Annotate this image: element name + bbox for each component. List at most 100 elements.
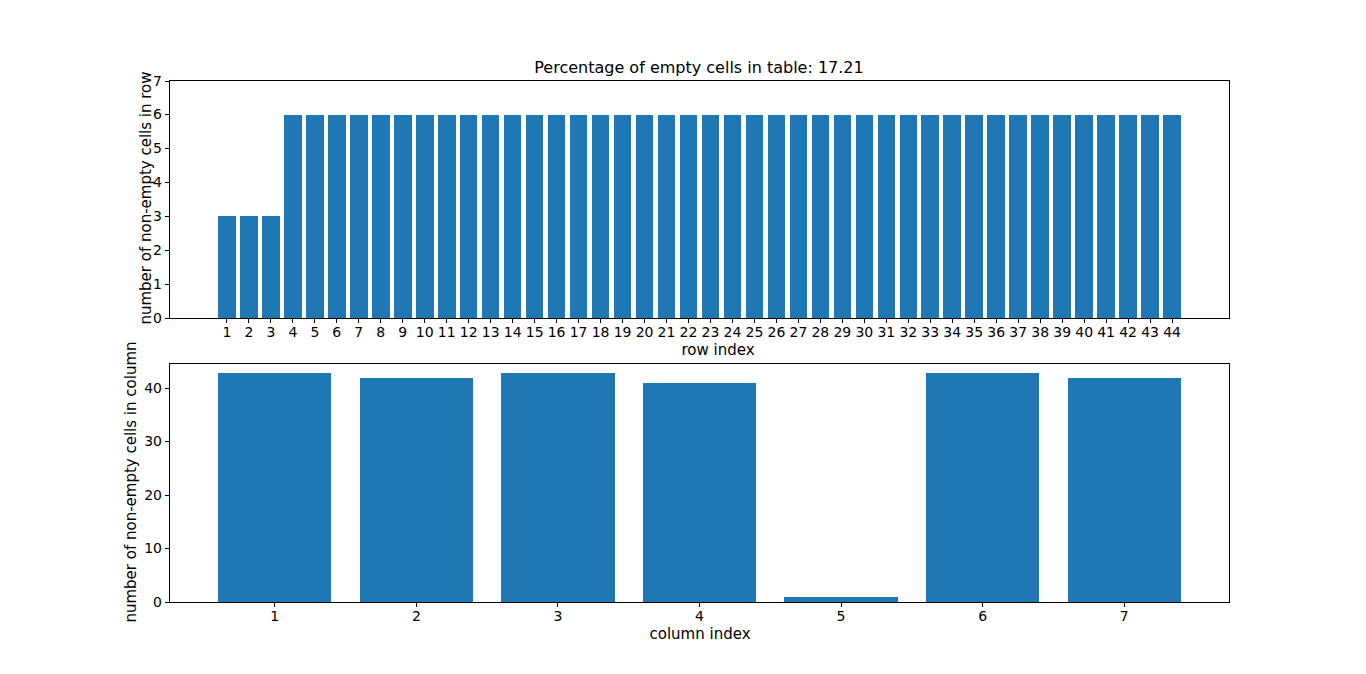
y-tick-mark bbox=[165, 388, 169, 389]
x-tick-mark bbox=[798, 319, 799, 323]
x-tick-mark bbox=[1040, 319, 1041, 323]
bar-3 bbox=[501, 373, 614, 602]
x-tick-label: 32 bbox=[899, 324, 917, 341]
x-tick-mark bbox=[446, 319, 447, 323]
bar-6 bbox=[926, 373, 1039, 602]
bar-12 bbox=[460, 115, 478, 318]
x-tick-mark bbox=[556, 319, 557, 323]
bar-33 bbox=[921, 115, 939, 318]
x-tick-label: 23 bbox=[702, 324, 720, 341]
x-tick-label: 33 bbox=[921, 324, 939, 341]
bar-32 bbox=[900, 115, 918, 318]
x-tick-label: 11 bbox=[438, 324, 456, 341]
y-tick-mark bbox=[165, 114, 169, 115]
x-tick-mark bbox=[908, 319, 909, 323]
bar-28 bbox=[812, 115, 830, 318]
x-tick-label: 4 bbox=[695, 608, 704, 625]
x-tick-mark bbox=[776, 319, 777, 323]
y-tick-mark bbox=[165, 250, 169, 251]
x-tick-label: 21 bbox=[658, 324, 676, 341]
x-tick-mark bbox=[292, 319, 293, 323]
x-tick-label: 31 bbox=[877, 324, 895, 341]
bar-27 bbox=[790, 115, 808, 318]
bar-13 bbox=[482, 115, 500, 318]
x-tick-mark bbox=[270, 319, 271, 323]
bar-41 bbox=[1097, 115, 1115, 318]
x-tick-label: 19 bbox=[614, 324, 632, 341]
x-tick-mark bbox=[982, 603, 983, 607]
x-tick-mark bbox=[358, 319, 359, 323]
x-tick-label: 7 bbox=[354, 324, 363, 341]
bar-16 bbox=[548, 115, 566, 318]
column-chart-axes: 1234567010203040 bbox=[169, 363, 1230, 603]
bar-40 bbox=[1075, 115, 1093, 318]
x-tick-label: 16 bbox=[548, 324, 566, 341]
bar-6 bbox=[328, 115, 346, 318]
x-tick-mark bbox=[952, 319, 953, 323]
x-tick-label: 42 bbox=[1119, 324, 1137, 341]
y-tick-mark bbox=[165, 495, 169, 496]
bar-7 bbox=[1068, 378, 1181, 602]
x-tick-mark bbox=[274, 603, 275, 607]
x-tick-label: 9 bbox=[398, 324, 407, 341]
bar-15 bbox=[526, 115, 544, 318]
x-tick-mark bbox=[842, 319, 843, 323]
y-tick-mark bbox=[165, 216, 169, 217]
x-tick-mark bbox=[416, 603, 417, 607]
x-tick-label: 43 bbox=[1141, 324, 1159, 341]
bar-3 bbox=[262, 216, 280, 318]
bar-14 bbox=[504, 115, 522, 318]
bar-11 bbox=[438, 115, 456, 318]
x-tick-label: 28 bbox=[811, 324, 829, 341]
bar-38 bbox=[1031, 115, 1049, 318]
x-tick-label: 36 bbox=[987, 324, 1005, 341]
x-tick-mark bbox=[248, 319, 249, 323]
bar-4 bbox=[284, 115, 302, 318]
bar-39 bbox=[1053, 115, 1071, 318]
x-tick-label: 30 bbox=[855, 324, 873, 341]
x-tick-label: 5 bbox=[310, 324, 319, 341]
x-tick-mark bbox=[557, 603, 558, 607]
x-tick-mark bbox=[996, 319, 997, 323]
x-tick-mark bbox=[688, 319, 689, 323]
y-tick-mark bbox=[165, 441, 169, 442]
x-tick-label: 10 bbox=[416, 324, 434, 341]
y-tick-mark bbox=[165, 148, 169, 149]
bar-9 bbox=[394, 115, 412, 318]
column-chart-xlabel: column index bbox=[649, 625, 750, 643]
x-tick-mark bbox=[666, 319, 667, 323]
x-tick-mark bbox=[754, 319, 755, 323]
x-tick-label: 22 bbox=[680, 324, 698, 341]
row-chart-ylabel: number of non-empty cells in row bbox=[137, 71, 155, 324]
x-tick-label: 1 bbox=[270, 608, 279, 625]
x-tick-mark bbox=[1172, 319, 1173, 323]
chart-title: Percentage of empty cells in table: 17.2… bbox=[534, 58, 863, 77]
x-tick-mark bbox=[622, 319, 623, 323]
bar-7 bbox=[350, 115, 368, 318]
x-tick-label: 24 bbox=[724, 324, 742, 341]
x-tick-label: 6 bbox=[978, 608, 987, 625]
x-tick-label: 1 bbox=[222, 324, 231, 341]
bar-22 bbox=[680, 115, 698, 318]
bar-26 bbox=[768, 115, 786, 318]
bar-29 bbox=[834, 115, 852, 318]
x-tick-label: 25 bbox=[746, 324, 764, 341]
row-chart-axes: 1234567891011121314151617181920212223242… bbox=[169, 80, 1230, 319]
bar-20 bbox=[636, 115, 654, 318]
x-tick-mark bbox=[1150, 319, 1151, 323]
x-tick-mark bbox=[380, 319, 381, 323]
x-tick-label: 13 bbox=[482, 324, 500, 341]
x-tick-label: 17 bbox=[570, 324, 588, 341]
x-tick-mark bbox=[930, 319, 931, 323]
x-tick-label: 6 bbox=[332, 324, 341, 341]
bar-5 bbox=[784, 597, 897, 602]
x-tick-mark bbox=[1106, 319, 1107, 323]
x-tick-mark bbox=[512, 319, 513, 323]
bar-35 bbox=[965, 115, 983, 318]
y-tick-mark bbox=[165, 284, 169, 285]
x-tick-mark bbox=[1084, 319, 1085, 323]
x-tick-label: 27 bbox=[789, 324, 807, 341]
bar-30 bbox=[856, 115, 874, 318]
bar-24 bbox=[724, 115, 742, 318]
y-tick-mark bbox=[165, 81, 169, 82]
